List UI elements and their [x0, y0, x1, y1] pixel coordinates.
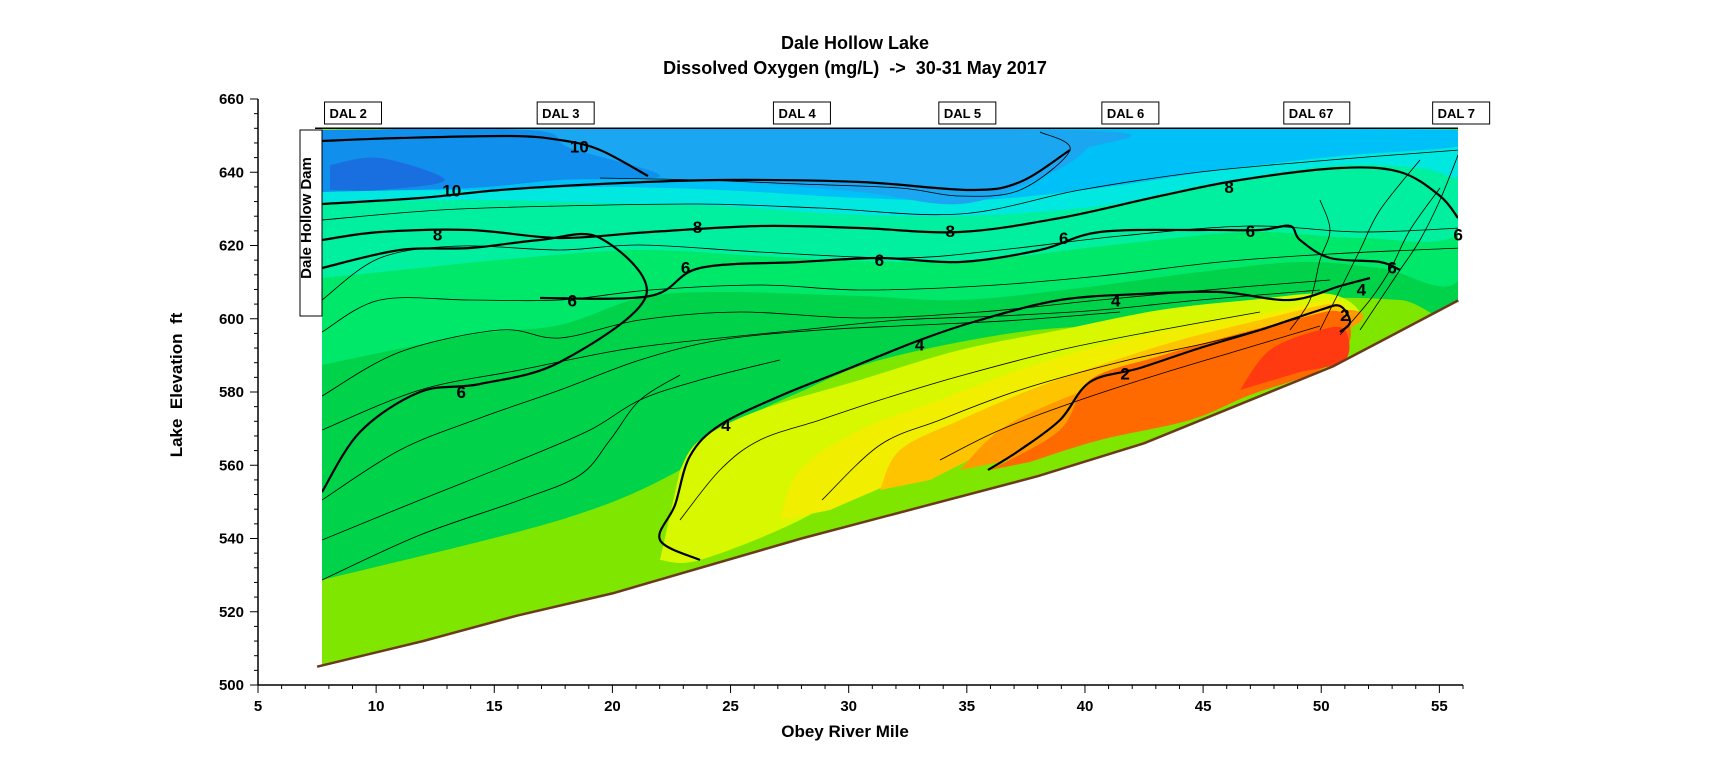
contour-8-line-2 [321, 166, 1459, 242]
contour-label-6: 6 [875, 251, 884, 270]
x-tick-label: 10 [368, 698, 385, 715]
x-tick-label: 40 [1077, 698, 1094, 715]
station-name: DAL 4 [778, 106, 816, 121]
contour-label-8: 8 [693, 218, 702, 237]
contour-4-line-5 [658, 276, 1371, 562]
station-name: DAL 67 [1289, 106, 1334, 121]
station-label: DAL 6 [1101, 101, 1160, 125]
y-tick-label: 660 [219, 91, 244, 108]
station-box [1283, 101, 1351, 125]
chart-title: Dale Hollow Lake [781, 33, 929, 53]
do-zone-14 [1240, 326, 1350, 390]
labeled-contour-lines [321, 134, 1459, 562]
contour-label-4: 4 [1357, 280, 1367, 299]
thin-contour-3 [321, 289, 1321, 431]
chart-subtitle: Dissolved Oxygen (mg/L) -> 30-31 May 201… [663, 58, 1047, 78]
dam-label: Dale Hollow Dam [298, 157, 315, 279]
station-box [1101, 101, 1160, 125]
station-box [772, 101, 831, 125]
contour-6-line-4 [539, 224, 1401, 300]
y-axis: 500 520 540 560 580 600 620 640 660 [219, 91, 259, 694]
thin-contour-2 [321, 279, 1331, 397]
dam-label-box: Dale Hollow Dam [298, 129, 323, 317]
station-name: DAL 2 [330, 106, 367, 121]
contour-label-6: 6 [456, 383, 465, 402]
station-box [536, 101, 595, 125]
station-markers: DAL 2 DAL 3 DAL 4 DAL 5 DAL 6 DAL 67 DAL 7 [324, 101, 1491, 125]
station-label: DAL 4 [772, 101, 831, 125]
y-tick-label: 540 [219, 531, 244, 548]
thin-contour-9 [939, 325, 1321, 461]
station-name: DAL 5 [944, 106, 981, 121]
station-box [938, 101, 997, 125]
thin-contour-14 [321, 149, 1459, 221]
y-tick-label: 600 [219, 311, 244, 328]
contour-label-10: 10 [570, 138, 589, 157]
y-axis-label: Lake Elevation ft [167, 312, 186, 457]
contour-label-6: 6 [1454, 226, 1463, 245]
thin-contour-7 [679, 311, 1261, 521]
y-tick-label: 500 [219, 677, 244, 694]
contour-label-10: 10 [442, 182, 461, 201]
contour-label-8: 8 [1224, 178, 1233, 197]
contour-label-2: 2 [1120, 365, 1129, 384]
contour-label-6: 6 [568, 291, 577, 310]
thin-contour-10 [1359, 149, 1459, 331]
x-axis: 5 10 15 20 25 30 35 40 45 50 55 [254, 684, 1464, 715]
contour-10-line-1 [321, 149, 1071, 206]
x-tick-label: 35 [958, 698, 975, 715]
station-label: DAL 7 [1432, 101, 1491, 125]
thin-contour-6 [321, 374, 681, 581]
contour-label-6: 6 [1246, 222, 1255, 241]
contour-2-line-6 [987, 304, 1352, 471]
do-color-fill [322, 128, 1459, 667]
station-name: DAL 6 [1107, 106, 1144, 121]
y-tick-label: 520 [219, 604, 244, 621]
thin-contour-12 [1319, 159, 1421, 331]
contour-10-line-0 [321, 134, 649, 177]
contour-label-8: 8 [946, 222, 955, 241]
x-tick-label: 25 [722, 698, 739, 715]
thin-contour-11 [1339, 187, 1441, 336]
y-tick-label: 640 [219, 164, 244, 181]
thin-contour-5 [321, 359, 781, 541]
x-tick-label: 45 [1195, 698, 1212, 715]
lake-bottom-profile [316, 299, 1459, 668]
contour-label-6: 6 [1387, 258, 1396, 277]
do-zone-13 [990, 310, 1352, 470]
contour-label-4: 4 [721, 416, 731, 435]
contour-label-8: 8 [433, 226, 442, 245]
x-axis-label: Obey River Mile [781, 722, 909, 741]
x-tick-label: 55 [1431, 698, 1448, 715]
station-label: DAL 3 [536, 101, 595, 125]
y-tick-label: 580 [219, 384, 244, 401]
thin-contour-4 [321, 311, 1121, 501]
station-label: DAL 2 [324, 101, 383, 125]
contour-label-6: 6 [681, 258, 690, 277]
station-name: DAL 7 [1438, 106, 1475, 121]
contour-label-4: 4 [1111, 291, 1121, 310]
contour-label-6: 6 [1059, 229, 1068, 248]
thin-contour-1 [321, 247, 1459, 333]
y-tick-label: 560 [219, 457, 244, 474]
x-tick-label: 15 [486, 698, 503, 715]
x-tick-label: 5 [254, 698, 262, 715]
contour-label-4: 4 [915, 335, 925, 354]
x-tick-label: 20 [604, 698, 621, 715]
y-tick-label: 620 [219, 238, 244, 255]
do-zone-8 [330, 157, 445, 191]
station-name: DAL 3 [542, 106, 579, 121]
thin-contour-13 [1289, 199, 1331, 331]
station-label: DAL 5 [938, 101, 997, 125]
thin-contour-8 [821, 317, 1301, 501]
x-tick-label: 50 [1313, 698, 1330, 715]
station-box [324, 101, 383, 125]
contour-label-2: 2 [1340, 306, 1349, 325]
station-label: DAL 67 [1283, 101, 1351, 125]
station-box [1432, 101, 1491, 125]
x-tick-label: 30 [840, 698, 857, 715]
